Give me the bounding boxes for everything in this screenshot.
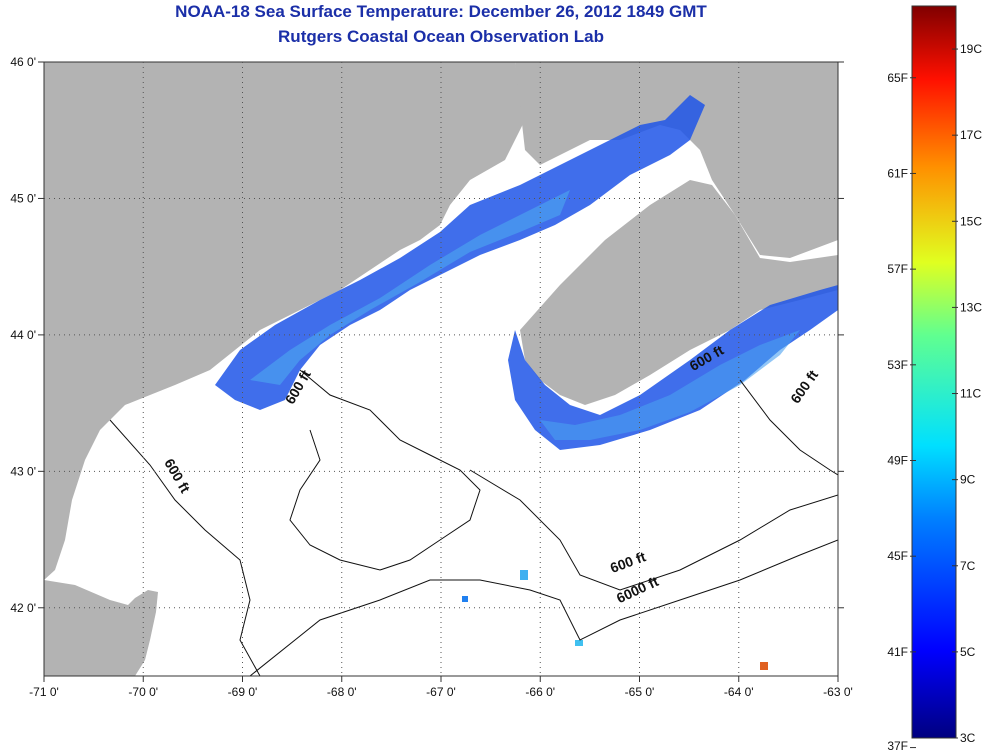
colorbar-label-f: 45F	[887, 549, 908, 563]
sst-patch	[462, 596, 468, 602]
lon-tick-label: -63 0'	[823, 685, 853, 699]
map-title: NOAA-18 Sea Surface Temperature: Decembe…	[175, 2, 707, 21]
contour-6000ft	[249, 539, 838, 676]
lon-tick-label: -70 0'	[128, 685, 158, 699]
land-nova-scotia	[520, 180, 838, 405]
lon-tick-label: -67 0'	[426, 685, 456, 699]
colorbar-label-c: 11C	[960, 387, 981, 401]
lat-tick-label: 46 0'	[10, 55, 36, 69]
colorbar-label-c: 15C	[960, 214, 982, 228]
colorbar-label-c: 9C	[960, 473, 976, 487]
colorbar	[911, 5, 957, 739]
sst-band-nova-scotia-light	[540, 330, 800, 440]
land-cape-cod	[44, 580, 158, 676]
map-subtitle: Rutgers Coastal Ocean Observation Lab	[278, 27, 604, 46]
colorbar-labels: 3C 5C 7C 9C 11C 13C 15C 17C 19C 37F 41F 45F 49F 53F 57…	[887, 42, 982, 753]
sst-patch	[760, 662, 768, 670]
lon-tick-label: -69 0'	[228, 685, 258, 699]
lon-tick-label: -66 0'	[525, 685, 555, 699]
colorbar-label-c: 17C	[960, 128, 982, 142]
colorbar-label-f: 41F	[887, 645, 908, 659]
colorbar-label-c: 7C	[960, 559, 976, 573]
plot-area	[44, 62, 838, 676]
colorbar-label-f: 49F	[887, 454, 908, 468]
colorbar-label-f: 37F	[887, 739, 908, 753]
colorbar-label-c: 19C	[960, 42, 982, 56]
colorbar-label-f: 65F	[887, 71, 908, 85]
land-new-brunswick	[515, 62, 838, 258]
sst-patch	[520, 570, 528, 580]
land-new-england	[44, 62, 525, 580]
colorbar-label-c: 13C	[960, 300, 982, 314]
colorbar-label-c: 5C	[960, 645, 976, 659]
lat-tick-label: 45 0'	[10, 191, 36, 205]
contour-600ft-shelf	[469, 469, 838, 591]
lon-tick-label: -68 0'	[327, 685, 357, 699]
colorbar-label-f: 57F	[887, 262, 908, 276]
colorbar-label-f: 61F	[887, 166, 908, 180]
colorbar-label-f: 53F	[887, 358, 908, 372]
sst-band-nova-scotia	[508, 285, 838, 450]
lon-tick-label: -64 0'	[724, 685, 754, 699]
contour-600ft-basin	[289, 369, 481, 571]
axis-ticks: -71 0' -70 0' -69 0' -68 0' -67 0' -66 0' -65 …	[10, 55, 852, 699]
lat-tick-label: 44 0'	[10, 328, 36, 342]
lon-tick-label: -65 0'	[625, 685, 655, 699]
sst-patch	[575, 640, 583, 646]
lon-tick-label: -71 0'	[29, 685, 59, 699]
sst-band-maine-light	[250, 190, 570, 385]
lat-tick-label: 42 0'	[10, 601, 36, 615]
colorbar-label-c: 3C	[960, 731, 976, 745]
contour-600ft-scotian	[739, 379, 838, 476]
lat-tick-label: 43 0'	[10, 464, 36, 478]
